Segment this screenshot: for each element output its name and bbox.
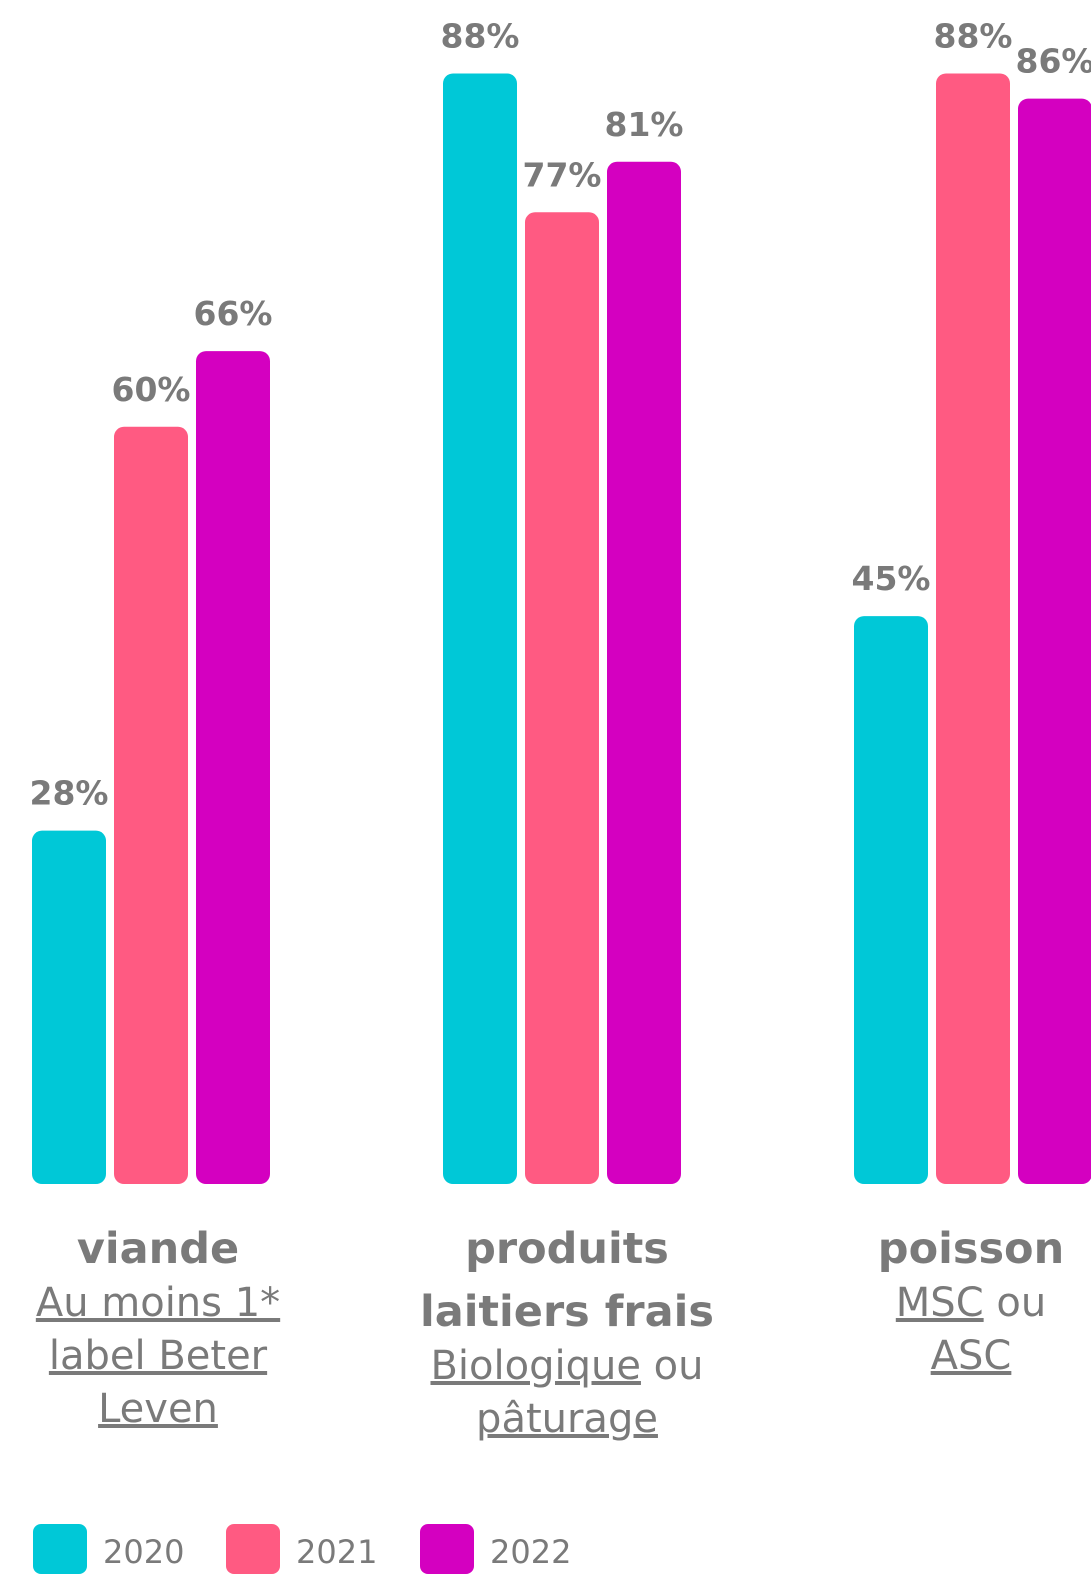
label-link: Biologique bbox=[430, 1343, 640, 1389]
label-link: pâturage bbox=[476, 1396, 658, 1442]
bar-2020-2 bbox=[443, 73, 517, 1185]
legend-swatch-2021 bbox=[226, 1524, 280, 1574]
label-link: label Beter bbox=[49, 1333, 268, 1379]
legend-swatch-2022 bbox=[420, 1524, 474, 1574]
value-label: 86% bbox=[1016, 42, 1091, 81]
bar-2020-3 bbox=[854, 616, 928, 1184]
category-title: produits bbox=[465, 1224, 669, 1274]
category-subtitle: Au moins 1* bbox=[36, 1280, 280, 1326]
category-subtitle: label Beter bbox=[49, 1333, 268, 1379]
legend-label-2020: 2020 bbox=[103, 1533, 184, 1571]
legend-label-2022: 2022 bbox=[490, 1533, 571, 1571]
value-label: 88% bbox=[441, 16, 520, 55]
value-label: 66% bbox=[194, 294, 273, 333]
category-title: viande bbox=[77, 1224, 239, 1274]
category-subtitle: Biologique ou bbox=[430, 1343, 703, 1389]
label-text: ou bbox=[984, 1280, 1047, 1326]
bar-2021-2 bbox=[525, 212, 599, 1184]
category-title: poisson bbox=[878, 1224, 1064, 1274]
category-subtitle: MSC ou bbox=[896, 1280, 1046, 1326]
label-link: ASC bbox=[931, 1333, 1012, 1379]
bar-2022-1 bbox=[196, 351, 270, 1185]
bar-2022-3 bbox=[1018, 98, 1091, 1184]
value-label: 60% bbox=[112, 370, 191, 409]
label-link: Au moins 1* bbox=[36, 1280, 280, 1326]
legend-label-2021: 2021 bbox=[296, 1533, 377, 1571]
bar-2021-1 bbox=[114, 426, 188, 1184]
category-subtitle: pâturage bbox=[476, 1396, 658, 1442]
category-title: laitiers frais bbox=[420, 1287, 714, 1337]
value-label: 81% bbox=[605, 105, 684, 144]
category-subtitle: ASC bbox=[931, 1333, 1012, 1379]
label-text: ou bbox=[641, 1343, 704, 1389]
bar-2022-2 bbox=[607, 161, 681, 1184]
bar-2021-3 bbox=[936, 73, 1010, 1185]
value-label: 88% bbox=[934, 16, 1013, 55]
value-label: 45% bbox=[852, 559, 931, 598]
label-link: Leven bbox=[98, 1386, 218, 1432]
bar-2020-1 bbox=[32, 830, 106, 1184]
value-label: 77% bbox=[523, 155, 602, 194]
value-label: 28% bbox=[30, 774, 109, 813]
category-subtitle: Leven bbox=[98, 1386, 218, 1432]
label-link: MSC bbox=[896, 1280, 984, 1326]
legend-swatch-2020 bbox=[33, 1524, 87, 1574]
